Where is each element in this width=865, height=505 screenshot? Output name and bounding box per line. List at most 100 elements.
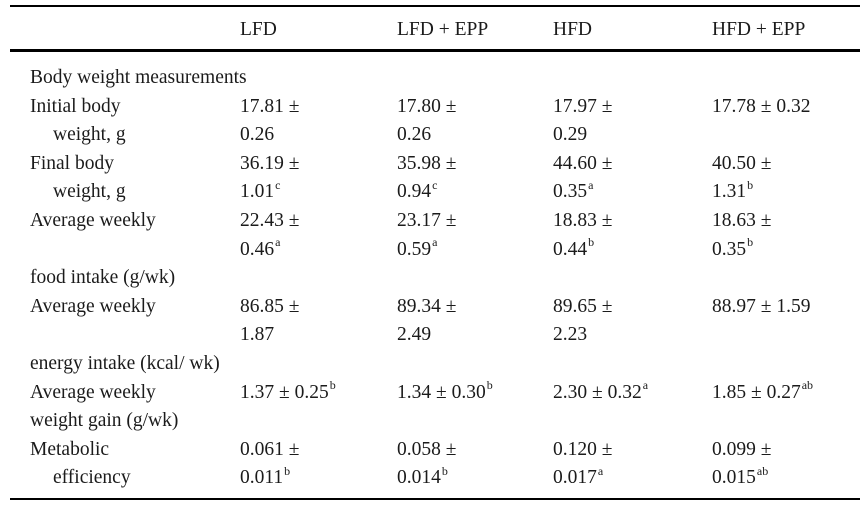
data-cell (397, 264, 553, 293)
row-label-text: Average weekly (30, 381, 156, 403)
data-cell: 35.98 ± (397, 150, 553, 179)
cell-value: 0.011 (240, 467, 284, 489)
row-label-text: energy intake (kcal/ wk) (30, 352, 220, 374)
cell-value: 86.85 ± (240, 295, 300, 317)
data-cell: 0.35b (712, 236, 860, 265)
column-header-hfd: HFD (553, 19, 593, 40)
data-cell (712, 264, 860, 293)
cell-value: 0.44 (553, 238, 588, 260)
superscript-marker: c (432, 177, 438, 192)
cell-value: 23.17 ± (397, 209, 457, 231)
data-cell (397, 64, 553, 93)
cell-value: 1.01 (240, 181, 275, 203)
cell-value: 0.017 (553, 467, 597, 489)
data-cell: 18.63 ± (712, 207, 860, 236)
data-cell: 89.34 ± (397, 293, 553, 322)
row-label-text: weight gain (g/wk) (30, 410, 179, 432)
cell-value: 0.46 (240, 238, 275, 260)
cell-value: 0.94 (397, 181, 432, 203)
column-header-hfd-epp: HFD + EPP (712, 19, 806, 40)
data-cell: 17.80 ± (397, 93, 553, 122)
cell-value: 17.80 ± (397, 95, 457, 117)
cell-value: 0.120 ± (553, 438, 613, 460)
cell-value: 1.87 (240, 324, 275, 346)
data-cell: 88.97 ± 1.59 (712, 293, 860, 322)
superscript-marker: c (275, 177, 281, 192)
column-header-lfd-epp: LFD + EPP (397, 19, 489, 40)
row-label: Final body (10, 150, 240, 179)
table-header-row: LFD LFD + EPP HFD HFD + EPP (10, 7, 860, 49)
cell-value: 0.058 ± (397, 438, 457, 460)
row-label: Average weekly (10, 293, 240, 322)
data-cell: 0.014b (397, 464, 553, 493)
data-cell: 86.85 ± (240, 293, 397, 322)
row-label-text: weight, g (53, 124, 126, 146)
cell-value: 0.59 (397, 238, 432, 260)
table-row: 1.87 2.49 2.23 (10, 321, 860, 350)
row-label-text: efficiency (53, 467, 131, 489)
row-label: food intake (g/wk) (10, 264, 240, 293)
row-label (10, 321, 240, 350)
results-table: LFD LFD + EPP HFD HFD + EPP Body weight … (10, 5, 860, 500)
superscript-marker: ab (756, 463, 769, 478)
data-cell (240, 64, 397, 93)
table-row: weight, g 1.01c 0.94c 0.35a 1.31b (10, 178, 860, 207)
data-cell: 0.29 (553, 121, 712, 150)
cell-value: 2.23 (553, 324, 588, 346)
data-cell: 0.94c (397, 178, 553, 207)
cell-value: 17.81 ± (240, 95, 300, 117)
data-cell: 0.59a (397, 236, 553, 265)
data-cell: 1.01c (240, 178, 397, 207)
data-cell (712, 321, 860, 350)
row-label: Average weekly (10, 207, 240, 236)
data-cell (240, 350, 397, 379)
cell-value: 17.78 ± 0.32 (712, 95, 811, 117)
column-header-lfd: LFD (240, 19, 277, 40)
cell-value: 44.60 ± (553, 152, 613, 174)
row-label-text: Metabolic (30, 438, 110, 460)
cell-value: 0.061 ± (240, 438, 300, 460)
row-label-text: weight, g (53, 181, 126, 203)
data-cell: 0.120 ± (553, 436, 712, 465)
table-row: efficiency 0.011b 0.014b 0.017a 0.015ab (10, 464, 860, 493)
row-label: Metabolic (10, 436, 240, 465)
cell-value: 1.34 ± 0.30 (397, 381, 486, 403)
data-cell: 17.81 ± (240, 93, 397, 122)
table-row: Average weekly 86.85 ± 89.34 ± 89.65 ± 8… (10, 293, 860, 322)
row-label-text: Average weekly (30, 209, 156, 231)
superscript-marker: b (486, 378, 493, 393)
table-bottom-rule (10, 497, 860, 500)
row-label-text: food intake (g/wk) (30, 267, 176, 289)
table-row: Metabolic 0.061 ± 0.058 ± 0.120 ± 0.099 … (10, 436, 860, 465)
data-cell: 0.44b (553, 236, 712, 265)
data-cell: 1.87 (240, 321, 397, 350)
row-label: weight gain (g/wk) (10, 407, 240, 436)
data-cell (397, 350, 553, 379)
data-cell (553, 264, 712, 293)
cell-value: 1.31 (712, 181, 747, 203)
table-top-rule (10, 5, 860, 7)
cell-value: 18.83 ± (553, 209, 613, 231)
table-row: energy intake (kcal/ wk) (10, 350, 860, 379)
superscript-marker: b (441, 463, 448, 478)
data-cell: 0.26 (397, 121, 553, 150)
data-cell: 0.011b (240, 464, 397, 493)
data-cell: 1.34 ± 0.30b (397, 379, 553, 408)
data-cell (553, 350, 712, 379)
superscript-marker: a (588, 177, 594, 192)
data-cell: 17.97 ± (553, 93, 712, 122)
table-row: weight, g 0.26 0.26 0.29 (10, 121, 860, 150)
data-cell: 23.17 ± (397, 207, 553, 236)
row-label: Average weekly (10, 379, 240, 408)
row-label-text: Average weekly (30, 295, 156, 317)
superscript-marker: b (747, 235, 754, 250)
data-cell (712, 64, 860, 93)
row-label: weight, g (10, 178, 240, 207)
table-row: Average weekly 22.43 ± 23.17 ± 18.83 ± 1… (10, 207, 860, 236)
cell-value: 35.98 ± (397, 152, 457, 174)
row-label: energy intake (kcal/ wk) (10, 350, 240, 379)
table-row: weight gain (g/wk) (10, 407, 860, 436)
data-cell (553, 64, 712, 93)
data-cell: 2.30 ± 0.32a (553, 379, 712, 408)
superscript-marker: ab (801, 378, 814, 393)
